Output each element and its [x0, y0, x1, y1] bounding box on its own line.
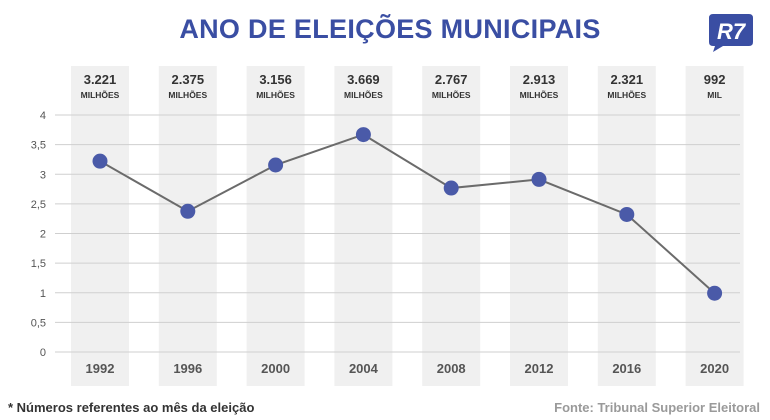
data-point [443, 180, 459, 196]
column-band [510, 66, 568, 386]
value-label: 992 [704, 72, 726, 87]
x-tick-label: 1992 [86, 361, 115, 376]
y-tick-label: 0,5 [31, 317, 46, 329]
column-band [685, 66, 744, 386]
y-tick-label: 1 [40, 288, 46, 300]
column-band [422, 66, 481, 386]
y-tick-label: 3,5 [31, 140, 46, 152]
value-label: 3.221 [84, 72, 117, 87]
y-tick-label: 3 [40, 169, 46, 181]
x-tick-label: 2004 [349, 361, 379, 376]
unit-label: MILHÕES [168, 90, 207, 100]
value-label: 3.156 [259, 72, 292, 87]
r7-logo: R7 [709, 14, 753, 52]
data-point [355, 127, 371, 143]
column-band [158, 66, 217, 386]
unit-label: MILHÕES [432, 90, 471, 100]
svg-text:R7: R7 [717, 19, 747, 44]
source-credit: Fonte: Tribunal Superior Eleitoral [554, 400, 760, 415]
y-tick-label: 2 [40, 229, 46, 241]
value-label: 2.767 [435, 72, 468, 87]
unit-label: MILHÕES [344, 90, 383, 100]
column-band [246, 66, 305, 386]
data-point [531, 171, 547, 187]
x-tick-label: 2000 [261, 361, 290, 376]
data-point [619, 206, 635, 222]
y-tick-label: 1,5 [31, 258, 46, 270]
y-tick-label: 4 [40, 110, 46, 122]
data-point [92, 153, 108, 169]
column-band [597, 66, 656, 386]
x-tick-label: 1996 [173, 361, 202, 376]
chart-title: ANO DE ELEIÇÕES MUNICIPAIS [179, 14, 601, 44]
unit-label: MILHÕES [256, 90, 295, 100]
footnote: * Números referentes ao mês da eleição [8, 400, 255, 415]
value-label: 2.913 [523, 72, 556, 87]
y-tick-label: 2,5 [31, 199, 46, 211]
value-label: 2.375 [172, 72, 205, 87]
x-tick-label: 2008 [437, 361, 466, 376]
column-band [334, 66, 393, 386]
data-point [180, 203, 196, 219]
unit-label: MILHÕES [607, 90, 646, 100]
series-line [99, 133, 716, 294]
value-label: 2.321 [611, 72, 644, 87]
x-tick-label: 2020 [700, 361, 729, 376]
unit-label: MILHÕES [81, 90, 120, 100]
x-tick-label: 2012 [525, 361, 554, 376]
data-point [268, 157, 284, 173]
value-label: 3.669 [347, 72, 380, 87]
unit-label: MIL [707, 90, 722, 100]
data-point [707, 285, 723, 301]
column-band [71, 66, 129, 386]
unit-label: MILHÕES [520, 90, 559, 100]
x-tick-label: 2016 [612, 361, 641, 376]
y-tick-label: 0 [40, 347, 46, 359]
